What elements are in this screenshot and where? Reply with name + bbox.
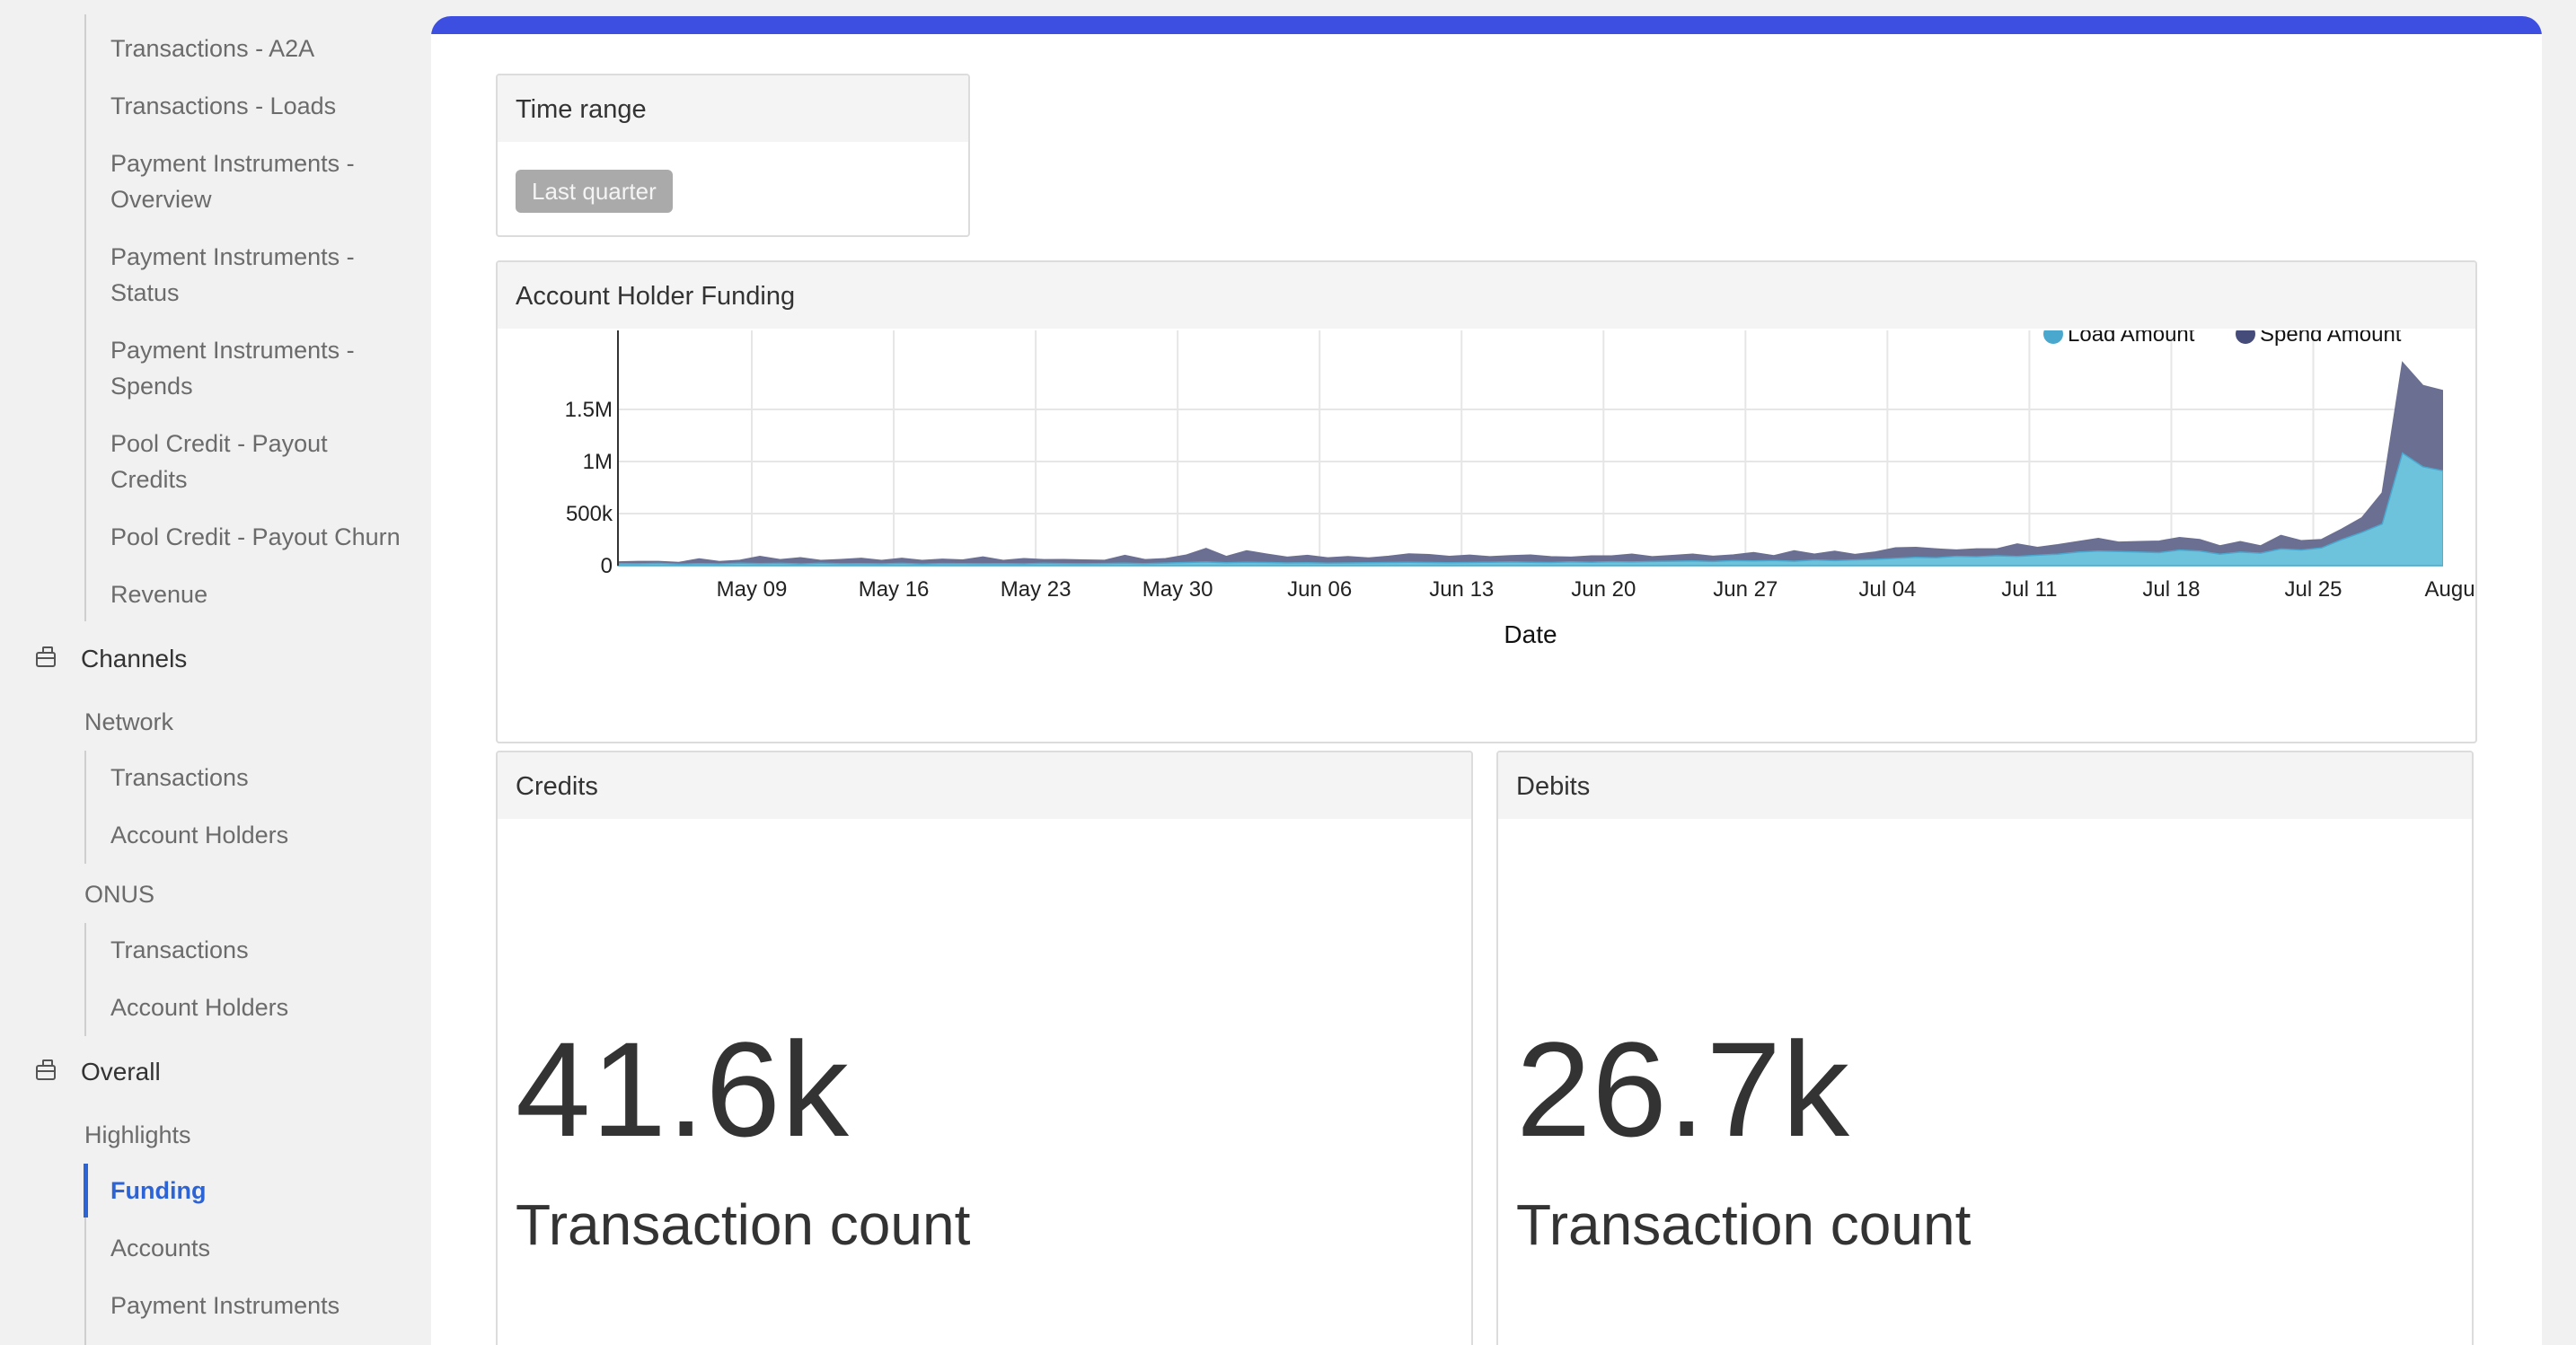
nav-subhead-highlights[interactable]: Highlights [84, 1121, 191, 1148]
x-tick-label: May 09 [717, 577, 788, 602]
card-title: Debits [1498, 752, 2472, 819]
legend-swatch [2236, 330, 2255, 344]
sidebar: Transactions - A2A Transactions - Loads … [0, 0, 431, 1345]
nav-section-label: Overall [81, 1058, 161, 1086]
card-title: Account Holder Funding [498, 262, 2475, 329]
nav-item-transactions-a2a[interactable]: Transactions - A2A [110, 35, 315, 62]
nav-item-accounts[interactable]: Accounts [110, 1235, 211, 1261]
debits-label: Transaction count [1516, 1192, 1972, 1257]
nav-item-payment-instruments-status[interactable]: Payment Instruments - Status [110, 243, 355, 306]
nav-group-line [84, 14, 86, 621]
plot-clip [2443, 330, 2475, 569]
top-accent-bar [431, 16, 2542, 34]
credits-card: Credits 41.6k Transaction count [496, 751, 1473, 1345]
card-title: Time range [498, 75, 968, 142]
nav-section-channels[interactable]: Channels [36, 645, 187, 673]
y-tick-label: 0 [601, 554, 613, 578]
nav-item-payment-instruments-spends[interactable]: Payment Instruments - Spends [110, 337, 355, 400]
series-area-spend-amount [617, 361, 2444, 566]
nav-item-transactions-loads[interactable]: Transactions - Loads [110, 92, 337, 119]
x-tick-label: Jun 13 [1429, 577, 1494, 602]
nav-item-network-account-holders[interactable]: Account Holders [110, 822, 289, 848]
main-panel: Time range Last quarter Account Holder F… [431, 16, 2542, 1345]
briefcase-icon [36, 1059, 56, 1080]
x-axis-title: Date [1504, 620, 1557, 648]
nav-item-pool-credit-payout-credits[interactable]: Pool Credit - Payout Credits [110, 430, 328, 493]
nav-group-line [84, 751, 86, 864]
nav-subhead-onus[interactable]: ONUS [84, 881, 155, 908]
legend-label: Spend Amount [2260, 330, 2402, 347]
nav-item-revenue[interactable]: Revenue [110, 581, 208, 608]
credits-label: Transaction count [516, 1192, 971, 1257]
active-indicator [84, 1164, 88, 1218]
nav-group-line [84, 1164, 86, 1345]
y-tick-label: 1M [583, 450, 613, 474]
x-tick-label: Jul 04 [1858, 577, 1916, 602]
funding-chart-card: Account Holder Funding 0 500k 1M 1.5M May 09… [496, 260, 2477, 743]
nav-section-overall[interactable]: Overall [36, 1058, 161, 1086]
nav-item-onus-transactions[interactable]: Transactions [110, 936, 249, 963]
nav-item-payment-instruments-overview[interactable]: Payment Instruments - Overview [110, 150, 355, 213]
credits-value: 41.6k [516, 1014, 850, 1165]
x-tick-label: Jun 20 [1571, 577, 1636, 602]
time-range-card: Time range Last quarter [496, 74, 970, 237]
debits-card: Debits 26.7k Transaction count [1496, 751, 2474, 1345]
debits-value: 26.7k [1516, 1014, 1850, 1165]
x-tick-label: Jul 18 [2142, 577, 2200, 602]
x-tick-label: Augus [2425, 577, 2475, 602]
nav-item-onus-account-holders[interactable]: Account Holders [110, 994, 289, 1021]
nav-subhead-network[interactable]: Network [84, 708, 174, 735]
legend-label: Load Amount [2068, 330, 2195, 347]
nav-item-funding[interactable]: Funding [110, 1177, 207, 1204]
x-tick-label: Jun 27 [1713, 577, 1778, 602]
nav-section-label: Channels [81, 645, 188, 672]
nav-item-network-transactions[interactable]: Transactions [110, 764, 249, 791]
funding-area-chart: 0 500k 1M 1.5M May 09 May 16 May 23 May 30 Jun 0… [565, 330, 2475, 648]
legend-swatch [2043, 330, 2063, 344]
briefcase-icon [36, 646, 56, 667]
x-tick-label: May 30 [1142, 577, 1213, 602]
nav-group-line [84, 923, 86, 1036]
y-tick-label: 500k [566, 502, 613, 526]
x-tick-label: Jul 11 [2001, 577, 2057, 602]
x-tick-label: Jul 25 [2284, 577, 2342, 602]
x-tick-label: Jun 06 [1287, 577, 1352, 602]
nav-item-pool-credit-payout-churn[interactable]: Pool Credit - Payout Churn [110, 523, 401, 550]
card-title: Credits [498, 752, 1471, 819]
nav-item-payment-instruments[interactable]: Payment Instruments [110, 1292, 340, 1319]
time-range-button[interactable]: Last quarter [516, 170, 673, 213]
y-tick-label: 1.5M [565, 398, 613, 422]
x-tick-label: May 16 [859, 577, 930, 602]
x-tick-label: May 23 [1001, 577, 1072, 602]
